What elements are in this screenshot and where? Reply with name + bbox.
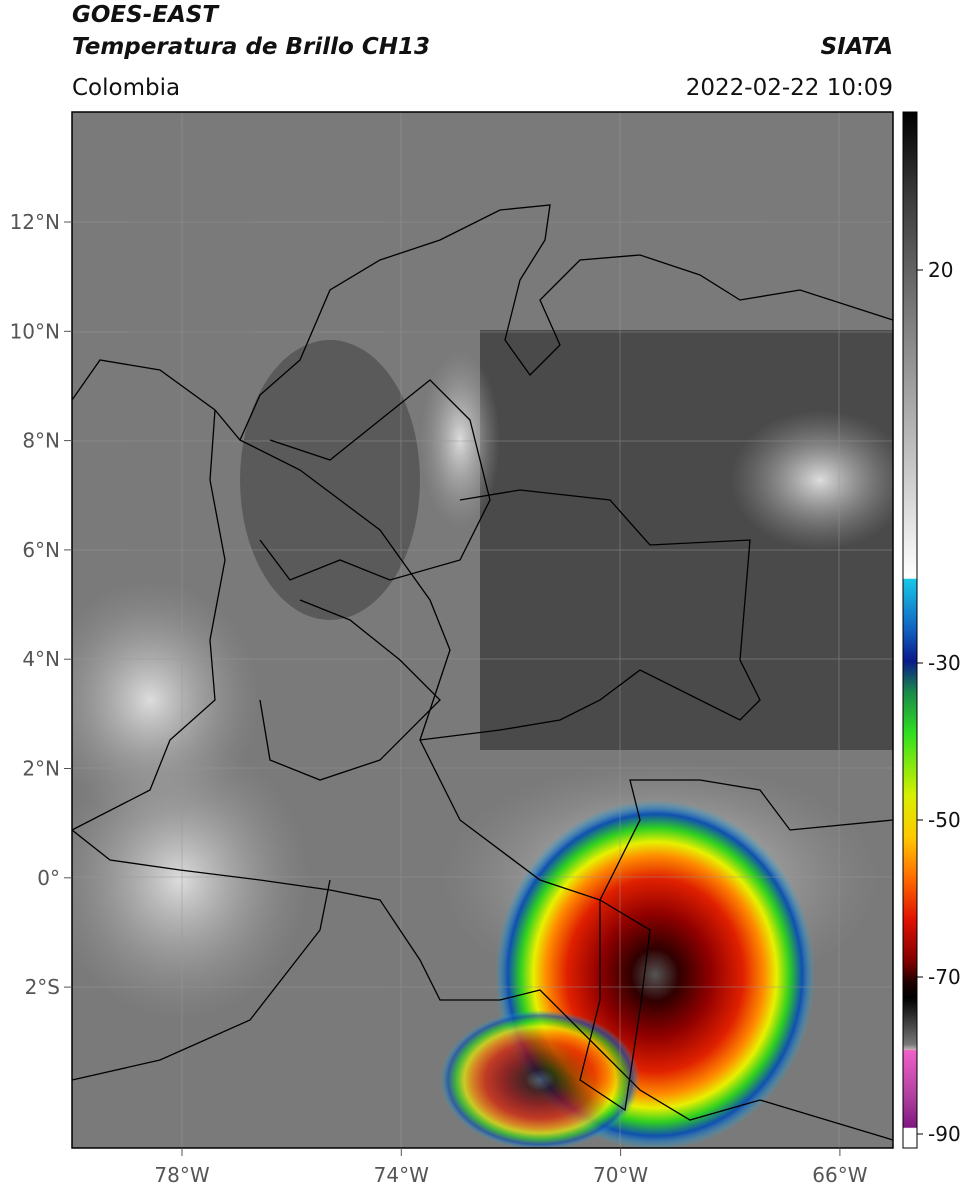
lon-label: 78°W [154, 1163, 209, 1187]
source: SIATA [821, 34, 893, 60]
satellite-image [72, 112, 893, 1148]
colorbar-label: 20 [928, 258, 953, 282]
map-frame [71, 111, 894, 1149]
lat-label: 2°N [22, 757, 60, 781]
lat-label: 10°N [10, 319, 60, 343]
lat-label: 0° [37, 866, 60, 890]
region: Colombia [72, 75, 180, 101]
lat-label: 4°N [22, 647, 60, 671]
title: GOES-EAST [72, 2, 220, 28]
lat-label: 12°N [10, 210, 60, 234]
colorbar-label: -30 [928, 651, 961, 675]
lat-label: 8°N [22, 429, 60, 453]
lon-label: 70°W [593, 1163, 648, 1187]
colorbar-label: -50 [928, 808, 961, 832]
colorbar-label: -70 [928, 965, 961, 989]
colorbar [902, 111, 918, 1149]
lon-label: 74°W [374, 1163, 429, 1187]
lat-label: 6°N [22, 538, 60, 562]
lat-label: 2°S [25, 975, 60, 999]
subtitle: Temperatura de Brillo CH13 [72, 34, 430, 60]
datetime: 2022-02-22 10:09 [686, 75, 893, 101]
colorbar-label: -90 [928, 1122, 961, 1146]
lon-label: 66°W [812, 1163, 867, 1187]
